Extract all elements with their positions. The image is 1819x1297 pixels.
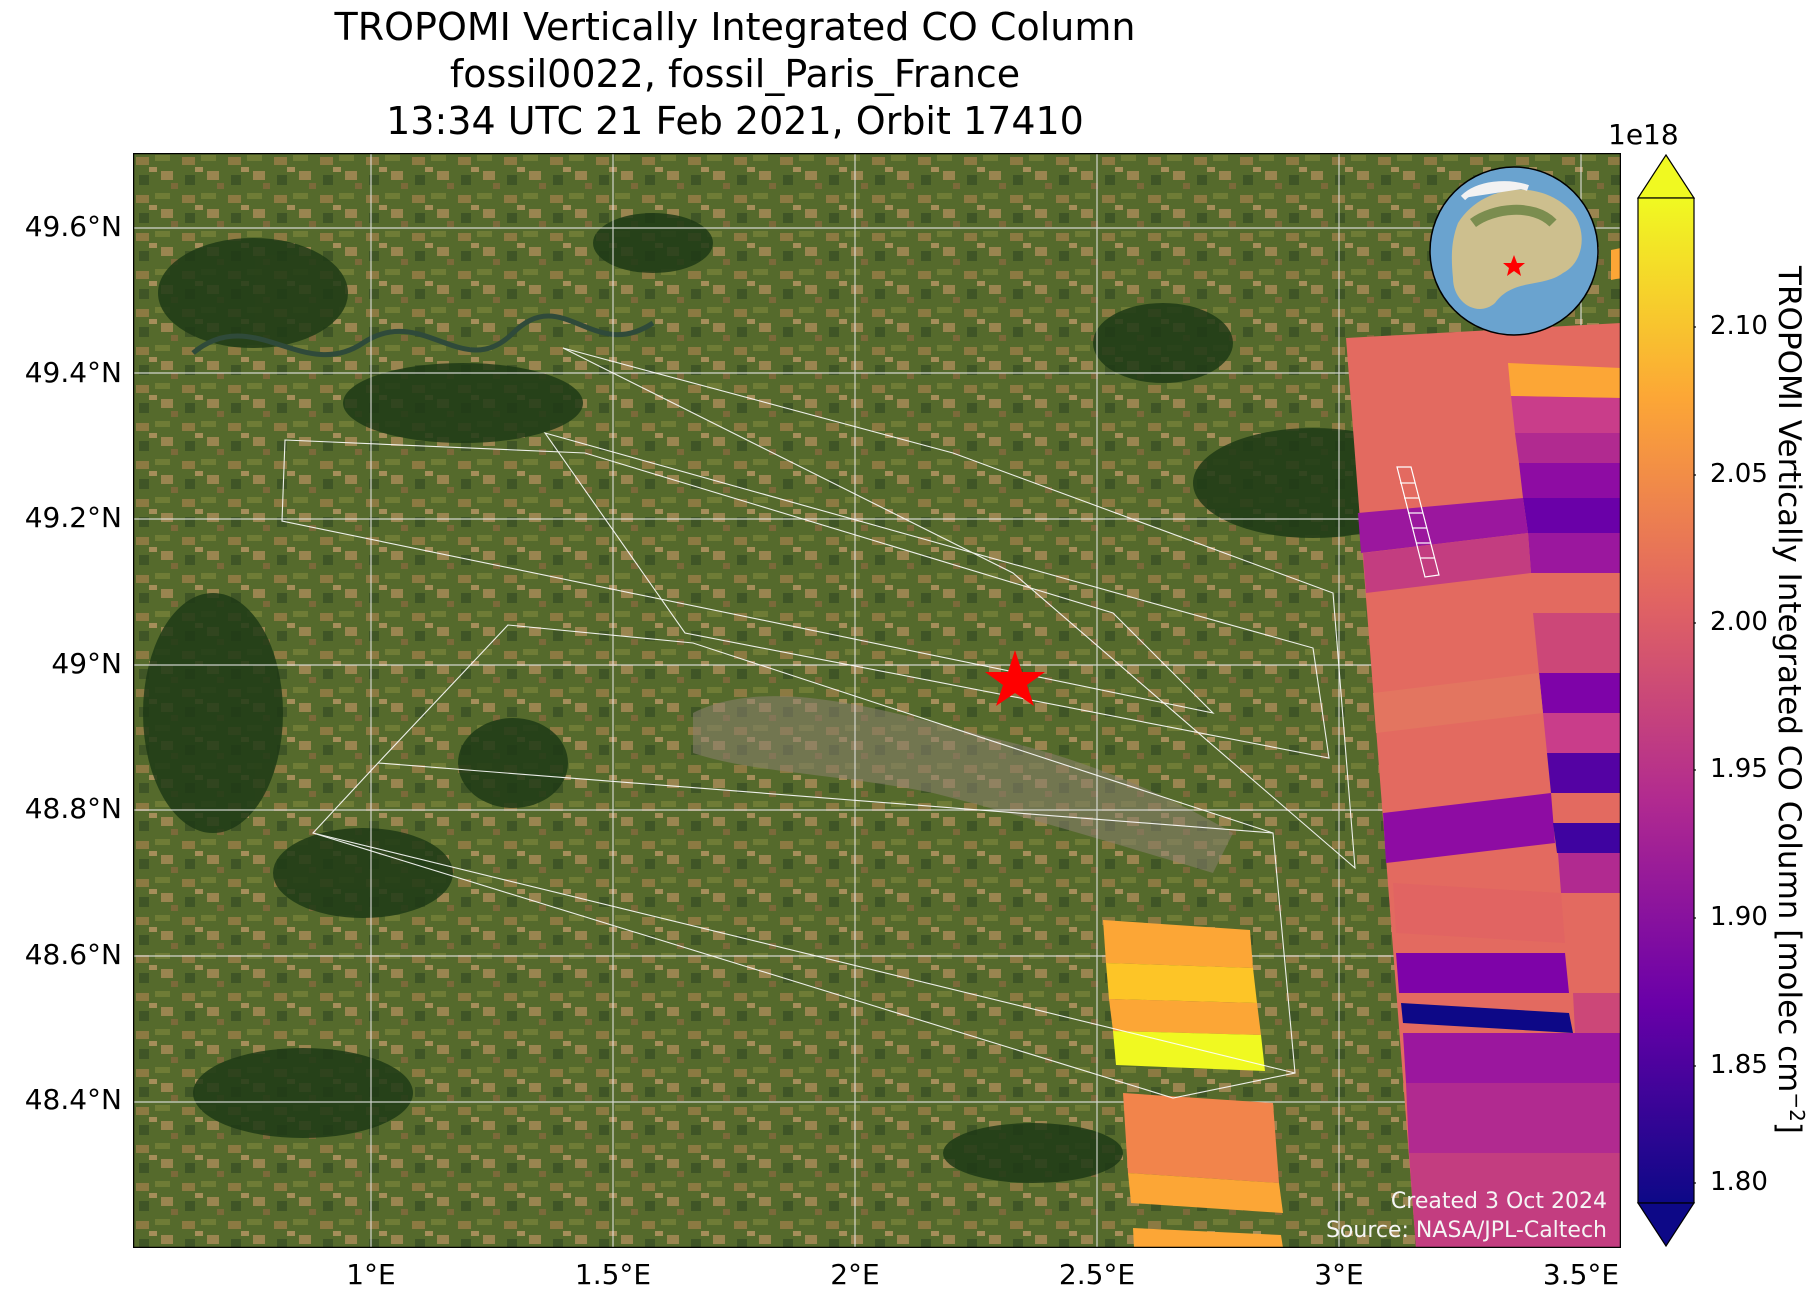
small-footprint (1396, 466, 1440, 578)
map-frame (133, 153, 1621, 1248)
colorbar-label: TROPOMI Vertically Integrated CO Column … (1771, 266, 1809, 1134)
plot-title-line-2: fossil0022, fossil_Paris_France (449, 52, 1021, 96)
colorbar-tick: 2.00 (1710, 607, 1768, 637)
lat-tick-label: 49.4°N (24, 356, 122, 389)
lat-tick-label: 48.6°N (24, 938, 122, 971)
lat-tick-label: 49.2°N (24, 501, 122, 534)
colorbar-label-exponent: −2 (1785, 1092, 1810, 1122)
colorbar-tick: 1.90 (1710, 902, 1768, 932)
lat-tick-label: 49.6°N (24, 210, 122, 243)
plot-title-line-1: TROPOMI Vertically Integrated CO Column (334, 5, 1136, 49)
colorbar-tick: 2.10 (1710, 311, 1768, 341)
credit-source: Source: NASA/JPL-Caltech (1326, 1218, 1607, 1243)
globe-locator-icon (1429, 166, 1599, 336)
tropomi-swath-east (1346, 248, 1621, 1248)
footprint-grid-north (281, 347, 1356, 870)
colorbar-extend-min (1636, 1202, 1696, 1248)
lon-tick-label: 2.5°E (1058, 1258, 1136, 1291)
colorbar-tick: 1.95 (1710, 754, 1768, 784)
map-panel[interactable]: Created 3 Oct 2024 Source: NASA/JPL-Calt… (133, 153, 1621, 1248)
lat-tick-label: 49°N (51, 647, 122, 680)
lon-tick-label: 1°E (346, 1258, 396, 1291)
plot-title-line-3: 13:34 UTC 21 Feb 2021, Orbit 17410 (386, 99, 1084, 143)
urban-area (693, 696, 1233, 873)
footprint-grid-south (312, 624, 1296, 1099)
colorbar-extend-max (1636, 153, 1696, 199)
colorbar-tick: 1.85 (1710, 1050, 1768, 1080)
colorbar-tick: 2.05 (1710, 459, 1768, 489)
colorbar-gradient (1637, 197, 1695, 1204)
target-location-star-icon (985, 650, 1045, 706)
colorbar-label-end: ] (1770, 1121, 1807, 1134)
colorbar-tick: 1.80 (1710, 1167, 1768, 1197)
lon-tick-label: 3°E (1314, 1258, 1364, 1291)
colorbar-exponent: 1e18 (1608, 118, 1679, 151)
lat-tick-label: 48.8°N (24, 792, 122, 825)
colorbar-label-text: TROPOMI Vertically Integrated CO Column … (1770, 266, 1807, 1093)
colorbar (1636, 153, 1696, 1248)
tropomi-swath-south (1103, 920, 1283, 1248)
lon-tick-label: 3.5°E (1542, 1258, 1620, 1291)
lon-tick-label: 2°E (830, 1258, 880, 1291)
lon-tick-label: 1.5°E (574, 1258, 652, 1291)
credit-created: Created 3 Oct 2024 (1391, 1189, 1607, 1214)
lat-tick-label: 48.4°N (24, 1083, 122, 1116)
river (191, 313, 655, 357)
